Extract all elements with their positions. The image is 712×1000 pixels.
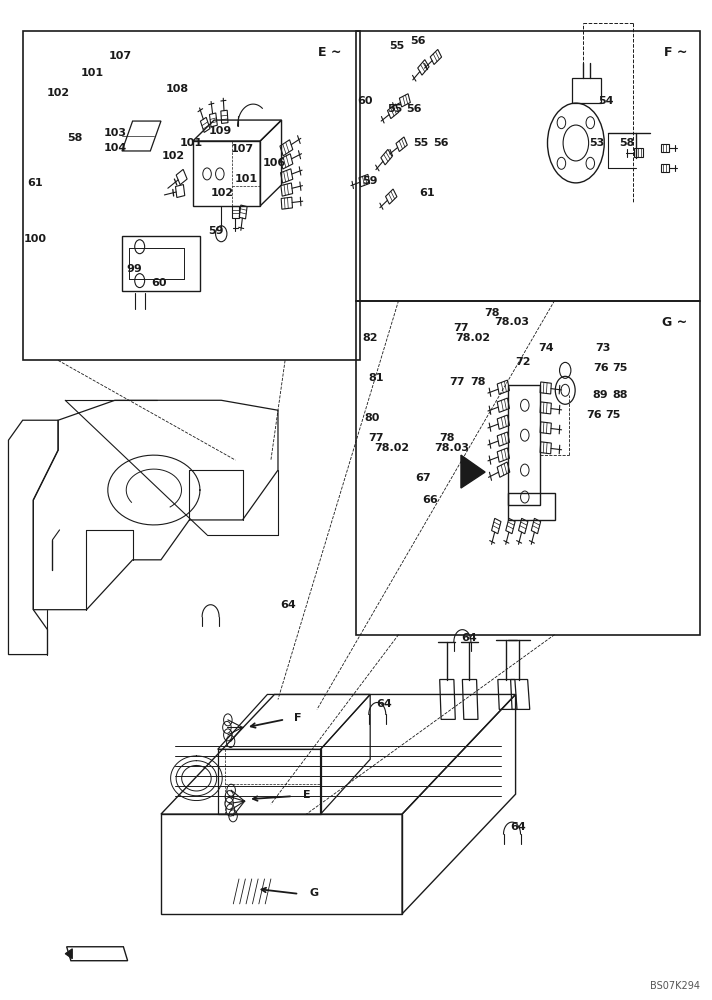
Text: 78: 78: [439, 433, 454, 443]
Text: 80: 80: [364, 413, 379, 423]
Text: 60: 60: [151, 278, 167, 288]
Text: 102: 102: [46, 88, 70, 98]
Polygon shape: [66, 949, 73, 959]
Text: G ~: G ~: [662, 316, 687, 329]
Text: 78.03: 78.03: [434, 443, 469, 453]
Polygon shape: [461, 455, 485, 488]
Text: 77: 77: [454, 323, 468, 333]
Text: G: G: [310, 888, 319, 898]
Text: 78: 78: [484, 308, 500, 318]
Text: 75: 75: [612, 363, 627, 373]
Text: 106: 106: [263, 158, 286, 168]
Text: 88: 88: [612, 390, 627, 400]
Text: 53: 53: [590, 138, 604, 148]
Text: 77: 77: [449, 377, 464, 387]
Text: 72: 72: [515, 357, 530, 367]
Text: 54: 54: [598, 96, 614, 106]
Text: 66: 66: [423, 495, 439, 505]
Text: 76: 76: [586, 410, 602, 420]
Text: 56: 56: [407, 104, 422, 114]
Text: 59: 59: [208, 226, 224, 236]
Text: 104: 104: [103, 143, 127, 153]
Text: F: F: [294, 713, 302, 723]
Text: 75: 75: [605, 410, 620, 420]
Text: 78.02: 78.02: [456, 333, 491, 343]
Text: 78.03: 78.03: [495, 317, 530, 327]
Text: 109: 109: [208, 126, 231, 136]
Text: 108: 108: [166, 84, 189, 94]
Text: 103: 103: [103, 128, 126, 138]
Text: 55: 55: [387, 104, 402, 114]
Text: 100: 100: [23, 234, 46, 244]
Text: 64: 64: [281, 600, 296, 610]
Text: 58: 58: [67, 133, 82, 143]
Text: 102: 102: [211, 188, 234, 198]
Text: 89: 89: [593, 390, 609, 400]
Text: 59: 59: [362, 176, 378, 186]
Text: 107: 107: [109, 51, 132, 61]
Text: 81: 81: [368, 373, 384, 383]
Text: 78.02: 78.02: [374, 443, 409, 453]
Text: 61: 61: [27, 178, 43, 188]
Text: 55: 55: [389, 41, 404, 51]
Text: 55: 55: [414, 138, 429, 148]
Text: 78: 78: [470, 377, 486, 387]
Text: 101: 101: [80, 68, 104, 78]
Text: 102: 102: [162, 151, 184, 161]
Text: 73: 73: [595, 343, 610, 353]
Text: 58: 58: [619, 138, 634, 148]
Text: 56: 56: [434, 138, 449, 148]
Text: 76: 76: [593, 363, 609, 373]
Text: 74: 74: [538, 343, 554, 353]
Text: 99: 99: [127, 264, 142, 274]
Text: BS07K294: BS07K294: [650, 981, 700, 991]
Text: E: E: [303, 790, 310, 800]
Text: 101: 101: [180, 138, 203, 148]
Text: F ~: F ~: [664, 46, 687, 59]
Text: 64: 64: [377, 699, 392, 709]
Text: E ~: E ~: [318, 46, 342, 59]
Text: 107: 107: [231, 144, 254, 154]
Text: 64: 64: [510, 822, 525, 832]
Text: 64: 64: [461, 633, 477, 643]
Text: 56: 56: [411, 36, 426, 46]
Text: 60: 60: [357, 96, 372, 106]
Text: 61: 61: [419, 188, 435, 198]
Text: 101: 101: [234, 174, 258, 184]
Text: 67: 67: [416, 473, 431, 483]
Text: 77: 77: [368, 433, 384, 443]
Text: 82: 82: [362, 333, 378, 343]
